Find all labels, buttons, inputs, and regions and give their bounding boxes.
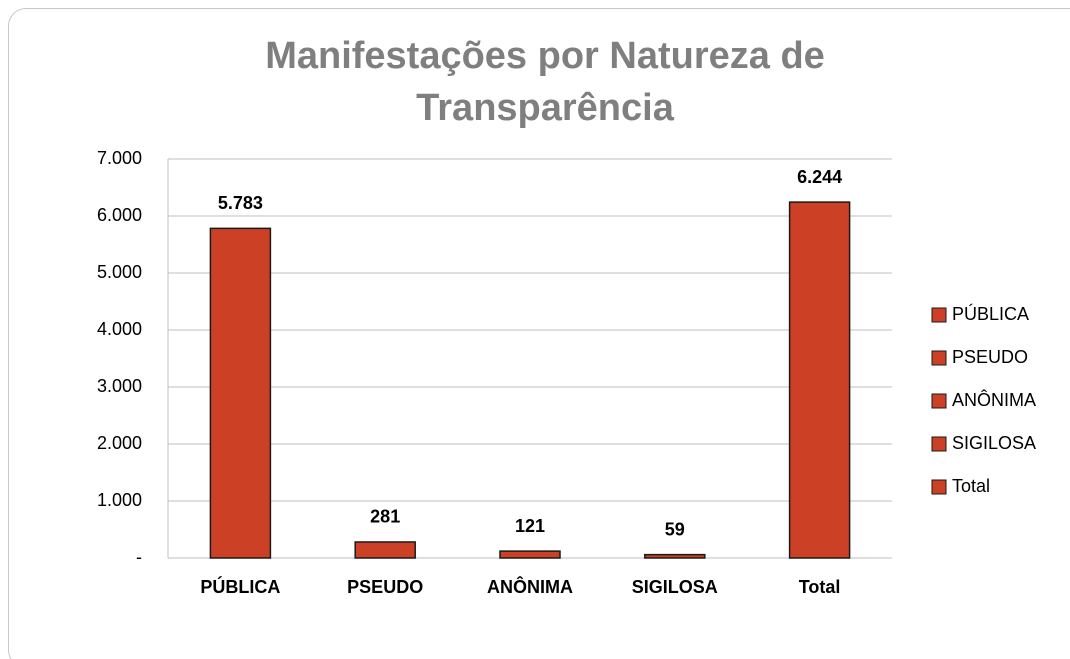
legend-swatch [931,350,947,366]
y-tick-label: 5.000 [97,262,142,282]
value-label: 5.783 [218,193,263,213]
x-tick-label: Total [799,577,841,597]
legend-label: PSEUDO [952,347,1028,367]
y-tick-label: 6.000 [97,205,142,225]
x-tick-label: ANÔNIMA [487,576,573,597]
legend-swatch [931,307,947,323]
legend-label: Total [952,476,990,496]
y-tick-label: 1.000 [97,490,142,510]
y-tick-label: 3.000 [97,376,142,396]
x-tick-label: PSEUDO [347,577,423,597]
value-label: 281 [370,507,400,527]
x-tick-label: PÚBLICA [200,576,280,597]
y-tick-label: 7.000 [97,148,142,168]
legend-label: ANÔNIMA [952,389,1036,410]
bar [788,201,851,559]
chart-title: Manifestações por Natureza de Transparên… [265,35,825,129]
legend-swatch [931,436,947,452]
value-label: 6.244 [797,167,842,187]
legend-label: PÚBLICA [952,303,1029,324]
x-tick-label: SIGILOSA [632,577,718,597]
value-label: 121 [515,516,545,536]
bar [209,227,272,559]
bar [644,553,706,559]
bar [499,550,561,559]
legend-swatch [931,479,947,495]
legend-label: SIGILOSA [952,433,1036,453]
y-tick-label: 2.000 [97,433,142,453]
value-label: 59 [665,519,685,539]
frame [8,8,1070,659]
bar [354,541,416,559]
y-tick-label: - [136,547,142,567]
y-tick-label: 4.000 [97,319,142,339]
legend-swatch [931,393,947,409]
